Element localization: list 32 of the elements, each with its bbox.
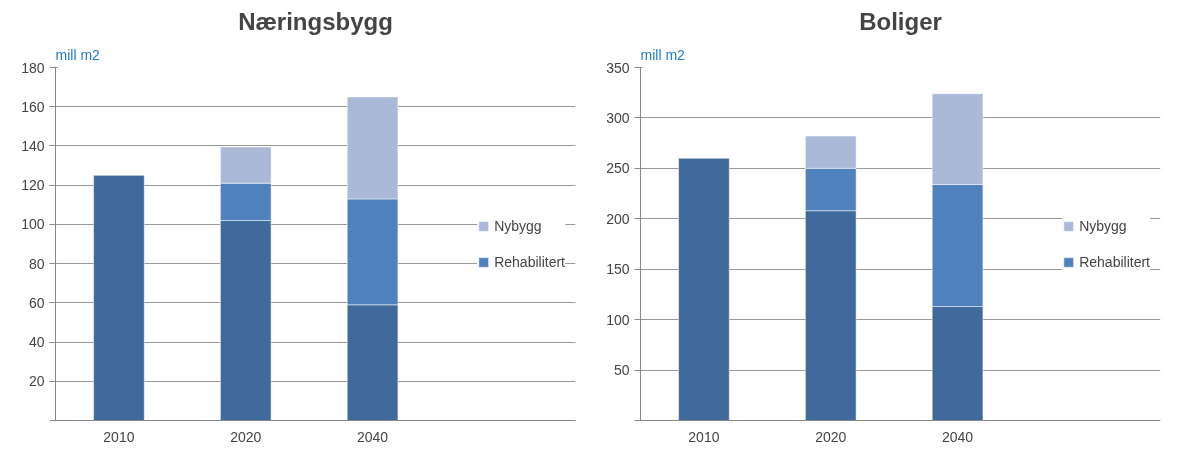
y-tick-label: 150: [606, 261, 630, 278]
y-tick-label: 20: [28, 373, 45, 390]
legend-label: Nybygg: [494, 217, 542, 234]
y-tick-label: 40: [28, 334, 45, 351]
y-tick-label: 300: [606, 109, 630, 126]
bar: [678, 158, 730, 421]
y-tick-label: 350: [606, 59, 630, 76]
chart-title: Næringsbygg: [238, 7, 393, 35]
legend-label: Rehabilitert: [494, 253, 565, 270]
x-tick-label: 2010: [688, 428, 720, 445]
x-tick-label: 2040: [357, 428, 389, 445]
x-tick-label: 2010: [103, 428, 135, 445]
y-tick-label: 100: [606, 311, 630, 328]
x-tick-label: 2020: [815, 428, 847, 445]
y-axis-title: mill m2: [640, 46, 686, 63]
x-tick-label: 2040: [942, 428, 974, 445]
y-tick-label: 160: [21, 98, 45, 115]
y-tick-label: 120: [21, 177, 45, 194]
x-tick-label: 2020: [230, 428, 262, 445]
legend-label: Nybygg: [1079, 217, 1127, 234]
y-tick-label: 180: [21, 59, 45, 76]
y-tick-label: 50: [613, 362, 630, 379]
y-axis-title: mill m2: [55, 46, 101, 63]
bar: [93, 175, 145, 421]
y-tick-label: 60: [28, 294, 45, 311]
y-tick-label: 140: [21, 137, 45, 154]
y-tick-label: 250: [606, 160, 630, 177]
chart-title: Boliger: [859, 7, 942, 35]
y-tick-label: 100: [21, 216, 45, 233]
y-tick-label: 200: [606, 210, 630, 227]
legend-label: Rehabilitert: [1079, 253, 1150, 270]
y-tick-label: 80: [28, 255, 45, 272]
